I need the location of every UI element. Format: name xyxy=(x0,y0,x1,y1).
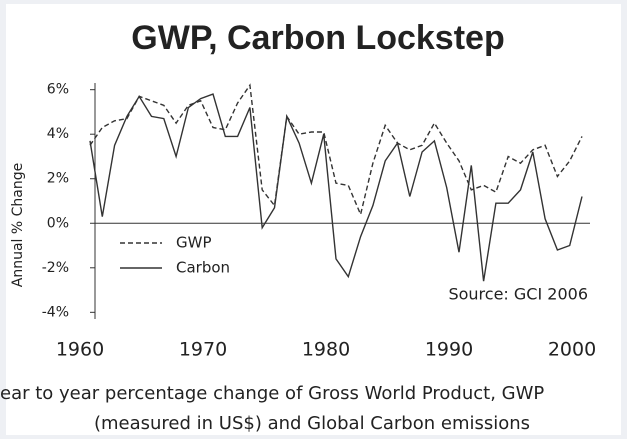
x-tick-label: 1960 xyxy=(56,339,104,361)
y-axis-label: Annual % Change xyxy=(10,163,26,287)
y-tick-label: 4% xyxy=(47,126,69,142)
legend-label: Carbon xyxy=(176,259,230,277)
y-tick-label: -4% xyxy=(42,304,69,320)
x-tick-label: 2000 xyxy=(548,339,596,361)
legend-label: GWP xyxy=(176,234,212,252)
caption: ear to year percentage change of Gross W… xyxy=(0,383,544,404)
y-tick-label: 0% xyxy=(47,215,69,231)
line-series xyxy=(89,83,583,217)
x-tick-label: 1990 xyxy=(425,339,473,361)
caption: (measured in US$) and Global Carbon emis… xyxy=(94,413,530,434)
y-tick-label: 6% xyxy=(47,82,69,98)
x-tick-label: 1970 xyxy=(179,339,227,361)
line-series xyxy=(89,93,583,282)
y-tick-label: 2% xyxy=(47,171,69,187)
y-tick-label: -2% xyxy=(42,260,69,276)
annotation: Source: GCI 2006 xyxy=(448,285,588,304)
background xyxy=(6,4,621,435)
x-tick-label: 1980 xyxy=(302,339,350,361)
chart-title: GWP, Carbon Lockstep xyxy=(131,19,504,57)
